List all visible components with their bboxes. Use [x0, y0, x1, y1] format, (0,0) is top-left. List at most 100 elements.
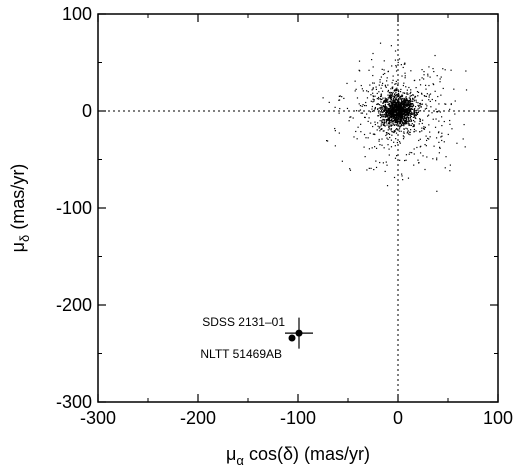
field-star	[424, 108, 426, 110]
field-star	[435, 137, 438, 139]
field-star	[385, 134, 387, 137]
field-star	[438, 120, 440, 122]
field-star	[371, 89, 373, 91]
field-star	[400, 114, 402, 117]
field-star	[389, 128, 391, 130]
field-star	[377, 108, 379, 111]
x-tick-label: 100	[483, 408, 513, 428]
field-star	[399, 106, 401, 108]
field-star	[390, 100, 392, 102]
field-star	[379, 161, 381, 164]
field-star	[388, 105, 390, 107]
field-star	[381, 138, 383, 140]
field-star	[380, 105, 382, 107]
field-star	[403, 63, 405, 65]
field-star	[371, 147, 373, 149]
field-star	[403, 128, 405, 130]
field-star	[398, 100, 400, 102]
field-star	[387, 89, 390, 92]
field-star	[398, 130, 400, 132]
field-star	[390, 108, 392, 111]
field-star	[412, 103, 414, 106]
field-star	[393, 119, 395, 122]
field-star	[402, 92, 404, 94]
field-star	[376, 92, 378, 95]
field-star	[380, 107, 382, 109]
field-star	[405, 97, 407, 99]
field-star	[394, 145, 396, 147]
field-star	[394, 89, 396, 91]
x-tick-label: -100	[280, 408, 316, 428]
field-star	[367, 120, 369, 123]
field-star	[381, 82, 384, 84]
field-star	[382, 102, 384, 104]
field-star	[404, 108, 406, 110]
field-star	[388, 111, 390, 113]
field-star	[391, 115, 393, 118]
field-star	[338, 99, 341, 101]
field-star	[396, 102, 398, 104]
field-star	[334, 127, 336, 130]
field-star	[388, 118, 390, 121]
field-star-cloud	[322, 42, 468, 192]
field-star	[383, 100, 385, 102]
field-star	[367, 91, 369, 93]
field-star	[436, 111, 438, 113]
field-star	[388, 125, 390, 127]
field-star	[383, 109, 385, 111]
field-star	[385, 98, 387, 100]
field-star	[385, 110, 387, 112]
field-star	[422, 155, 424, 157]
field-star	[403, 99, 405, 101]
field-star	[406, 99, 409, 101]
field-star	[384, 124, 386, 127]
field-star	[427, 73, 429, 75]
field-star	[406, 89, 408, 91]
annotation-nltt: NLTT 51469AB	[200, 347, 282, 361]
field-star	[399, 116, 401, 118]
field-star	[417, 108, 419, 110]
field-star	[390, 106, 392, 108]
field-star	[402, 107, 404, 109]
field-star	[372, 101, 374, 103]
field-star	[386, 132, 388, 134]
field-star	[409, 117, 412, 119]
field-star	[394, 59, 397, 61]
field-star	[404, 77, 406, 79]
field-star	[407, 93, 409, 95]
field-star	[387, 113, 390, 115]
field-star	[408, 102, 410, 104]
field-star	[412, 103, 414, 105]
field-star	[386, 111, 388, 113]
field-star	[382, 118, 384, 121]
field-star	[382, 114, 384, 116]
field-star	[432, 158, 434, 160]
field-star	[397, 82, 399, 84]
field-star	[392, 75, 394, 77]
field-star	[365, 105, 367, 107]
field-star	[398, 116, 401, 118]
field-star	[360, 131, 362, 133]
field-star	[374, 108, 376, 110]
field-star	[397, 117, 399, 119]
field-star	[391, 124, 393, 126]
field-star	[386, 118, 388, 121]
field-star	[380, 116, 382, 119]
field-star	[380, 94, 382, 96]
field-star	[404, 120, 406, 122]
field-star	[399, 104, 401, 106]
field-star	[381, 84, 383, 86]
zero-lines	[98, 14, 498, 402]
field-star	[328, 101, 330, 104]
field-star	[382, 97, 384, 99]
field-star	[421, 69, 423, 71]
field-star	[398, 111, 400, 113]
field-star	[409, 151, 411, 154]
field-star	[415, 117, 417, 120]
field-star	[394, 98, 396, 101]
field-star	[358, 103, 360, 105]
field-star	[406, 92, 408, 94]
field-star	[385, 119, 387, 121]
field-star	[393, 130, 395, 132]
field-star	[386, 109, 388, 111]
